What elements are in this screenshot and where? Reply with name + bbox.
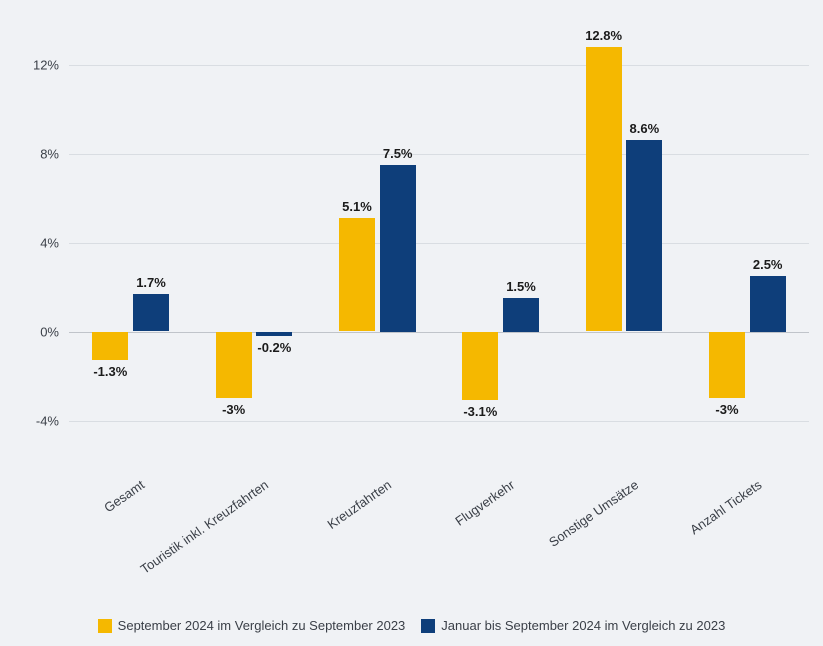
bar [750, 276, 786, 332]
y-gridline [69, 243, 809, 244]
x-tick-label: Sonstige Umsätze [546, 477, 641, 550]
bar-value-label: -3% [222, 402, 245, 417]
y-tick-label: 8% [9, 146, 59, 161]
bar-value-label: 1.7% [136, 275, 166, 290]
bar [216, 332, 252, 399]
bar [380, 165, 416, 332]
bar [626, 140, 662, 331]
legend-swatch [98, 619, 112, 633]
bar [709, 332, 745, 399]
legend: September 2024 im Vergleich zu September… [0, 618, 823, 636]
y-gridline [69, 421, 809, 422]
bar-value-label: 2.5% [753, 257, 783, 272]
bar [462, 332, 498, 401]
y-tick-label: 4% [9, 235, 59, 250]
legend-label: September 2024 im Vergleich zu September… [118, 618, 406, 633]
bar-value-label: -0.2% [257, 340, 291, 355]
bar [256, 332, 292, 336]
legend-swatch [421, 619, 435, 633]
bar-chart: September 2024 im Vergleich zu September… [0, 0, 823, 646]
legend-item: Januar bis September 2024 im Vergleich z… [421, 618, 725, 633]
bar-value-label: 7.5% [383, 146, 413, 161]
y-tick-label: -4% [9, 413, 59, 428]
bar [586, 47, 622, 332]
bar [92, 332, 128, 361]
bar [503, 298, 539, 331]
legend-label: Januar bis September 2024 im Vergleich z… [441, 618, 725, 633]
y-gridline [69, 154, 809, 155]
bar [133, 294, 169, 332]
bar-value-label: -3% [715, 402, 738, 417]
bar-value-label: 5.1% [342, 199, 372, 214]
legend-item: September 2024 im Vergleich zu September… [98, 618, 406, 633]
y-tick-label: 12% [9, 57, 59, 72]
y-gridline [69, 65, 809, 66]
x-tick-label: Anzahl Tickets [687, 477, 764, 537]
bar-value-label: -1.3% [93, 364, 127, 379]
zero-gridline [69, 332, 809, 333]
bar-value-label: 8.6% [630, 121, 660, 136]
x-tick-label: Kreuzfahrten [324, 477, 394, 532]
x-tick-label: Gesamt [101, 477, 147, 515]
bar [339, 218, 375, 331]
x-tick-label: Flugverkehr [452, 477, 517, 529]
y-tick-label: 0% [9, 324, 59, 339]
bar-value-label: 1.5% [506, 279, 536, 294]
bar-value-label: -3.1% [463, 404, 497, 419]
bar-value-label: 12.8% [585, 28, 622, 43]
x-tick-label: Touristik inkl. Kreuzfahrten [137, 477, 270, 577]
